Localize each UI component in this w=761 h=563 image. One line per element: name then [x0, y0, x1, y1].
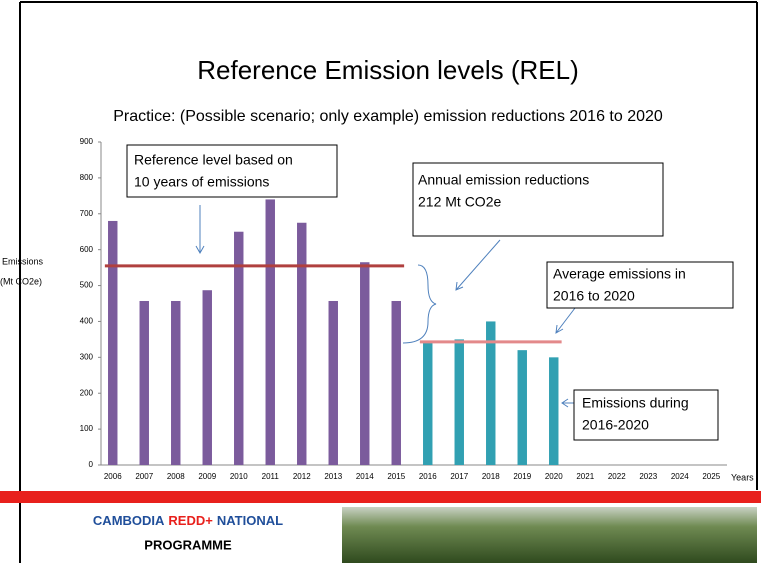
annotation: 10 years of emissions [134, 174, 269, 190]
annotation-box [573, 389, 719, 441]
bar [360, 262, 370, 465]
arrow [455, 239, 501, 291]
annotation: 2016-2020 [582, 417, 649, 433]
x-tick-label: 2012 [293, 472, 311, 481]
bar [139, 300, 149, 465]
annotation-box [126, 144, 338, 198]
y-tick-label: 600 [80, 245, 94, 254]
bar [454, 339, 464, 465]
bar [486, 321, 496, 465]
y-tick-label: 700 [80, 209, 94, 218]
bar [202, 290, 212, 465]
y-tick-label: 300 [80, 352, 94, 361]
x-tick-label: 2017 [450, 472, 468, 481]
annotation: Annual emission reductions [418, 172, 589, 188]
plot: 0 100 200 300 400 500 600 700 800 900 2006 2007 2008… [80, 137, 727, 481]
bar [265, 199, 275, 465]
annotation-box [546, 261, 734, 309]
brace [402, 264, 437, 344]
arrow [561, 398, 575, 408]
footer-bar [0, 491, 761, 503]
x-tick-label: 2008 [167, 472, 185, 481]
y-tick-label: 800 [80, 173, 94, 182]
x-tick-label: 2022 [608, 472, 626, 481]
x-tick-label: 2011 [262, 472, 280, 481]
x-tick-label: 2007 [135, 472, 153, 481]
annotation: Reference level based on [134, 152, 293, 168]
y-tick-label: 400 [80, 317, 94, 326]
annotation: Average emissions in [553, 266, 686, 282]
x-tick-label: 2010 [230, 472, 248, 481]
footer-org-part: REDD+ [168, 513, 213, 528]
x-tick-label: 2014 [356, 472, 374, 481]
footer-org-part: CAMBODIA [93, 513, 165, 528]
x-tick-label: 2020 [545, 472, 563, 481]
bar [234, 231, 244, 465]
bar [297, 222, 307, 465]
x-tick-label: 2016 [419, 472, 437, 481]
y-tick-label: 900 [80, 137, 94, 146]
bar [328, 300, 338, 465]
y-axis-label: Emissions [2, 256, 44, 266]
x-tick-label: 2006 [104, 472, 122, 481]
bar [108, 220, 118, 465]
footer-org-part: NATIONAL [217, 513, 283, 528]
y-axis-label: (Mt CO2e) [0, 276, 42, 286]
bar [391, 300, 401, 465]
bar [517, 350, 527, 465]
arrow [195, 205, 205, 255]
x-tick-label: 2023 [639, 472, 657, 481]
chart-title: Reference Emission levels (REL) [197, 55, 578, 85]
x-axis-label: Years [731, 472, 754, 482]
annotation: 2016 to 2020 [553, 288, 635, 304]
x-tick-label: 2015 [387, 472, 405, 481]
bar [171, 300, 181, 465]
annotation: 212 Mt CO2e [418, 194, 501, 210]
x-tick-label: 2024 [671, 472, 689, 481]
footer-org: CAMBODIA REDD+ NATIONAL [93, 513, 283, 528]
arrow [555, 307, 576, 334]
bar [423, 342, 433, 465]
x-tick-label: 2018 [482, 472, 500, 481]
x-tick-label: 2013 [324, 472, 342, 481]
y-tick-label: 500 [80, 281, 94, 290]
x-tick-label: 2021 [576, 472, 594, 481]
forest-image [342, 507, 757, 563]
x-tick-label: 2009 [198, 472, 216, 481]
annotation-box [412, 162, 664, 237]
y-tick-label: 200 [80, 388, 94, 397]
y-tick-label: 0 [89, 460, 94, 469]
footer-org-part: PROGRAMME [144, 537, 232, 552]
x-tick-label: 2025 [702, 472, 720, 481]
chart-subtitle: Practice: (Possible scenario; only examp… [113, 108, 663, 125]
bar [549, 357, 559, 465]
y-tick-label: 100 [80, 424, 94, 433]
x-tick-label: 2019 [513, 472, 531, 481]
annotation: Emissions during [582, 395, 689, 411]
